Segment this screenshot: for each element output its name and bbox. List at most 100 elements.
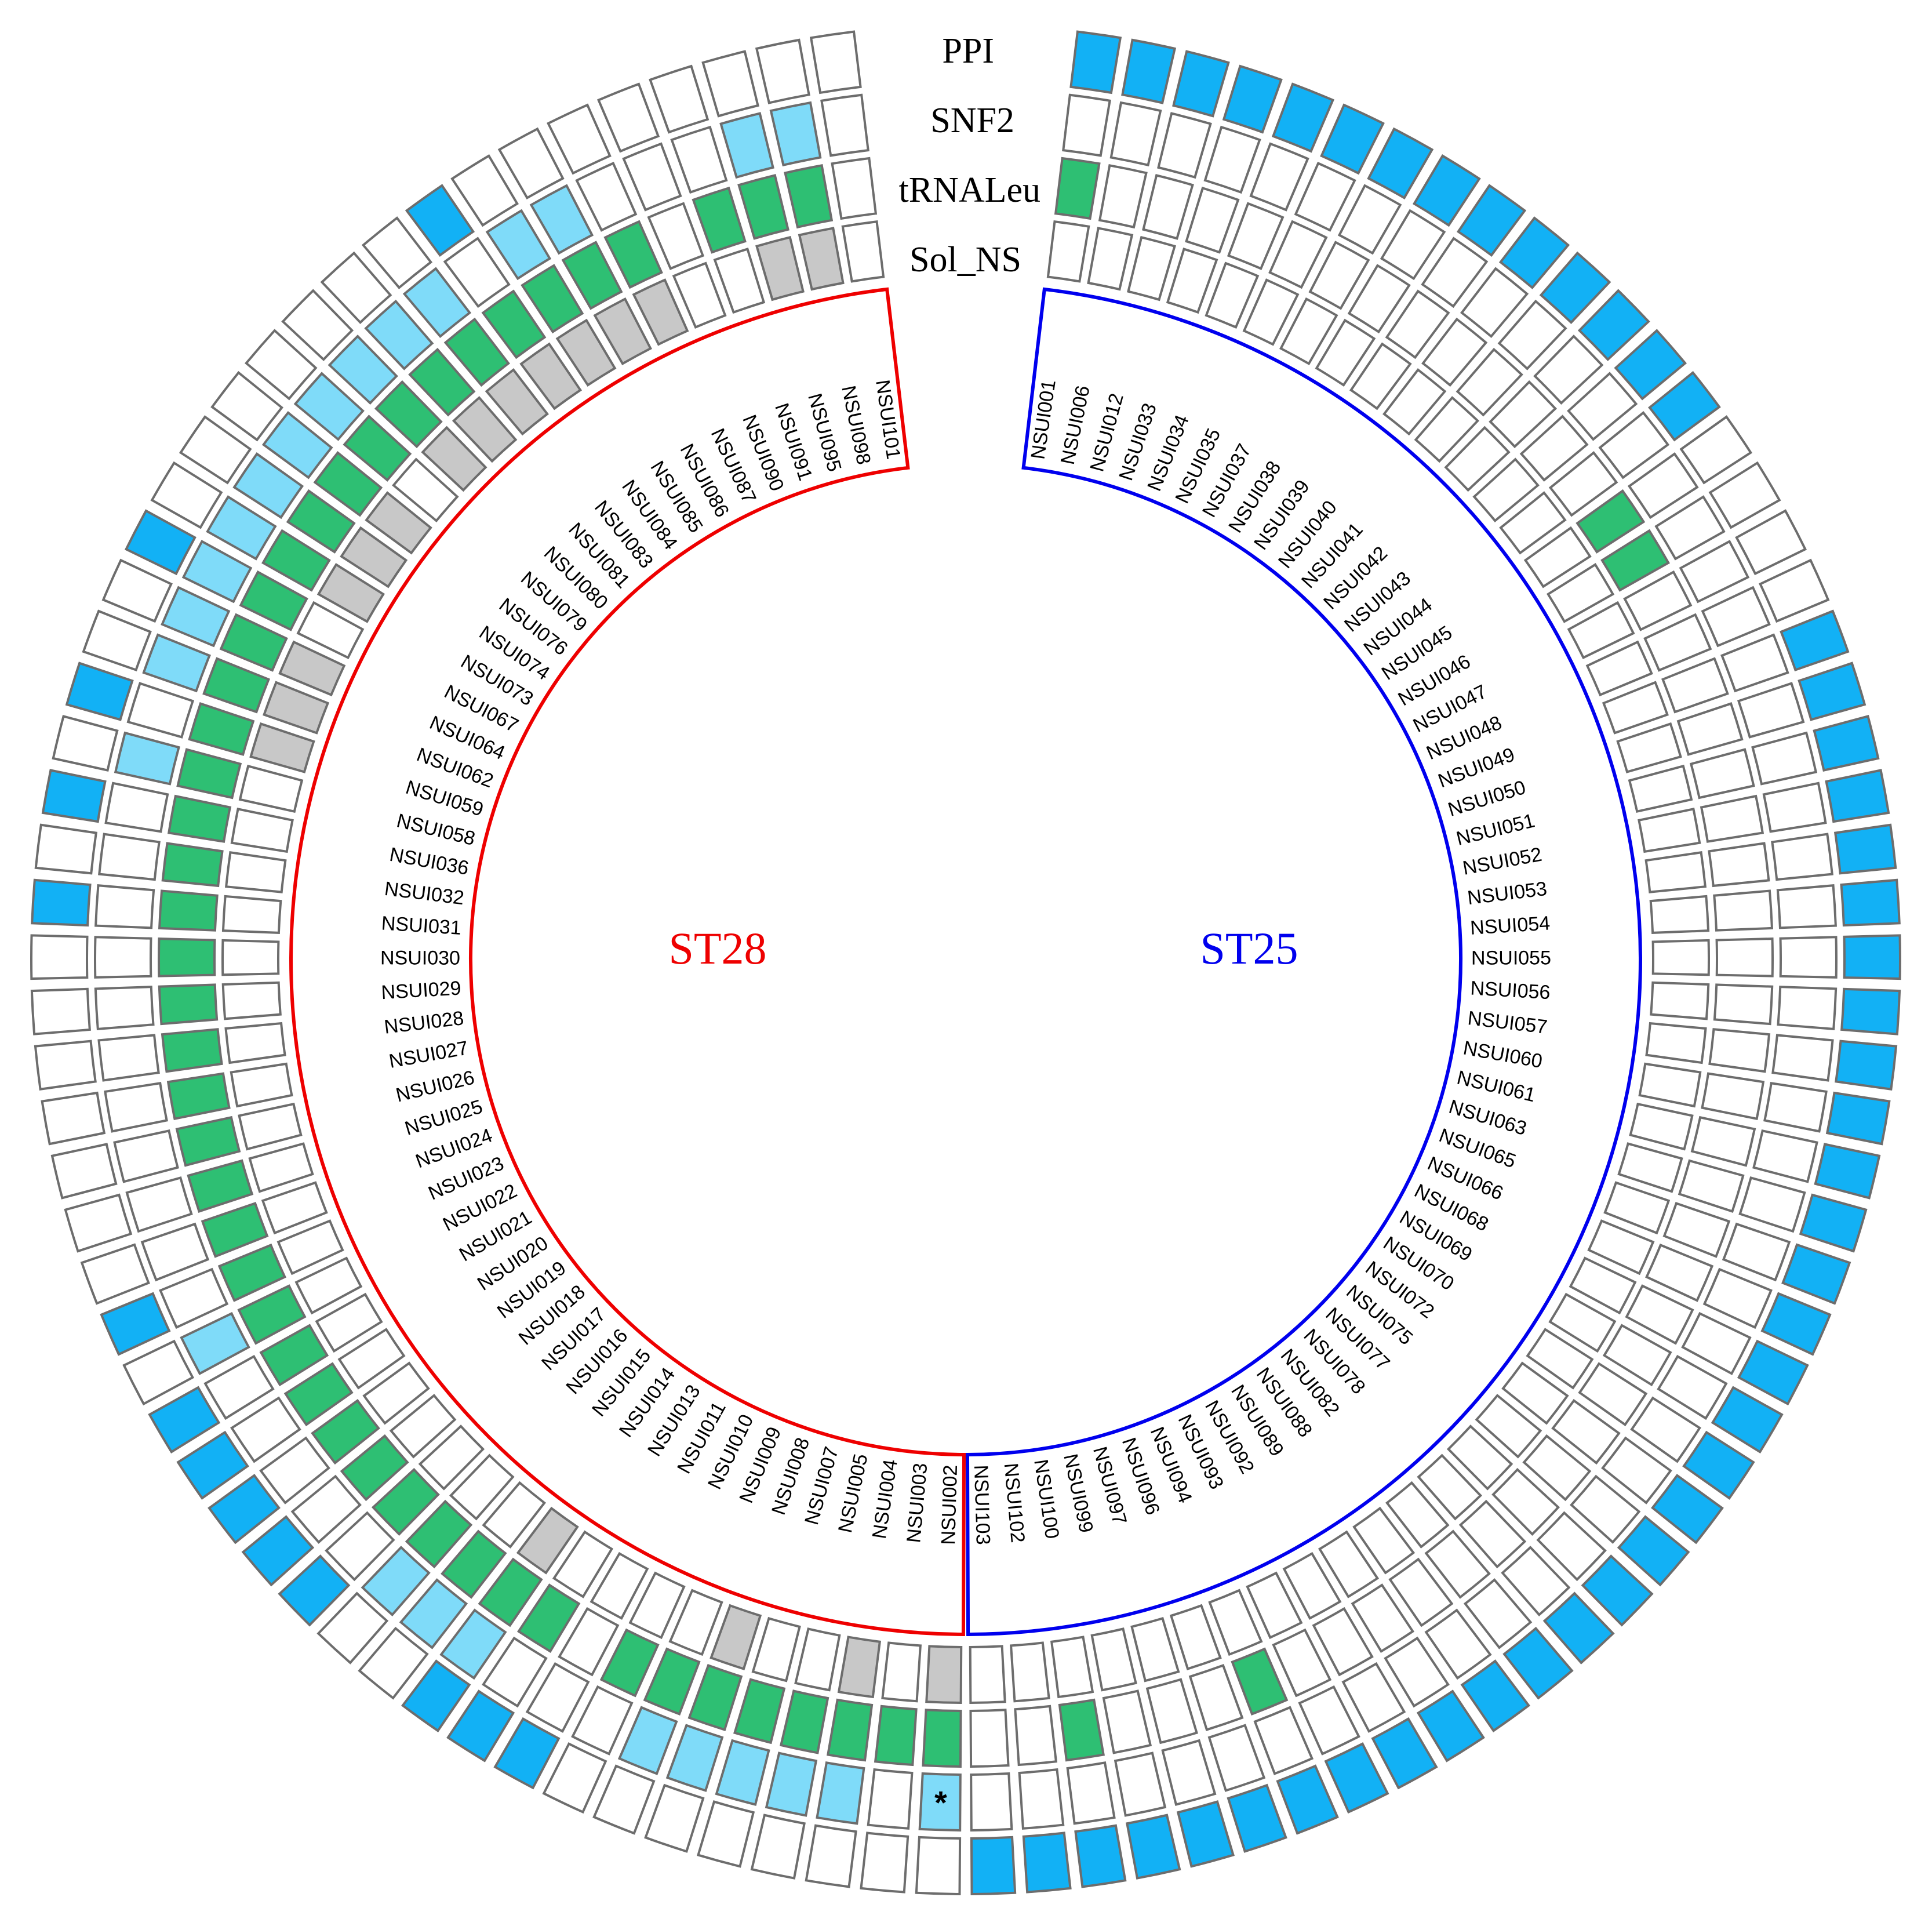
cell-trna-nsui036 (167, 794, 232, 843)
cell-trna-nsui068 (1625, 1284, 1694, 1345)
cell-snf2-nsui073 (206, 495, 277, 561)
cell-trna-nsui005 (779, 1689, 829, 1754)
cell-ppi-nsui086 (497, 127, 565, 200)
cell-snf2-nsui012 (1157, 112, 1212, 179)
isolate-label-nsui036: NSUI036 (388, 844, 471, 880)
cell-ppi-nsui064 (101, 558, 173, 623)
cell-sol-nsui072 (1501, 1361, 1569, 1425)
cell-trna-nsui090 (647, 202, 705, 270)
track-label-sol-ns: Sol_NS (909, 240, 1021, 279)
cell-trna-nsui074 (286, 489, 356, 554)
cell-trna-nsui070 (1578, 1362, 1648, 1427)
cell-trna-nsui019 (311, 1398, 380, 1465)
cell-snf2-nsui092 (1341, 1662, 1406, 1733)
cell-trna-nsui014 (478, 1557, 543, 1627)
cell-trna-nsui103 (969, 1709, 1010, 1768)
cell-trna-nsui026 (175, 1115, 241, 1167)
isolate-label-nsui055: NSUI055 (1471, 947, 1551, 969)
cell-trna-nsui050 (1676, 702, 1744, 756)
cell-ppi-nsui031 (31, 878, 92, 927)
cell-snf2-nsui017 (325, 1511, 395, 1582)
cell-snf2-nsui034 (1249, 142, 1309, 212)
cell-sol-nsui069 (1548, 1292, 1617, 1353)
cell-snf2-nsui087 (575, 161, 638, 232)
cell-snf2-nsui014 (439, 1608, 507, 1680)
cell-trna-nsui091 (692, 186, 747, 254)
cell-trna-nsui096 (1188, 1663, 1244, 1731)
cell-snf2-nsui102 (1018, 1768, 1065, 1830)
bracket-st28 (289, 287, 966, 1637)
cell-ppi-nsui092 (1371, 1717, 1438, 1790)
cell-trna-nsui024 (201, 1201, 269, 1258)
cell-snf2-nsui023 (159, 1267, 229, 1329)
cell-ppi-nsui087 (547, 103, 612, 175)
cell-sol-nsui090 (672, 261, 727, 329)
cell-snf2-nsui047 (1679, 540, 1750, 604)
cell-snf2-nsui077 (1536, 1511, 1607, 1582)
cell-trna-nsui020 (283, 1362, 354, 1427)
cell-ppi-nsui094 (1276, 1764, 1339, 1835)
cell-sol-nsui039 (1349, 342, 1412, 410)
cell-snf2-nsui079 (293, 372, 365, 441)
cell-ppi-nsui022 (122, 1339, 195, 1406)
cell-trna-nsui062 (202, 657, 271, 714)
cell-snf2-nsui064 (161, 586, 231, 648)
cell-ppi-nsui001 (1069, 30, 1122, 95)
cell-sol-nsui052 (1638, 807, 1701, 853)
cell-trna-nsui079 (343, 415, 412, 482)
cell-sol-nsui095 (755, 235, 805, 301)
cell-sol-nsui047 (1567, 601, 1635, 660)
cell-ppi-nsui080 (281, 289, 354, 361)
cell-trna-nsui075 (1522, 1434, 1592, 1502)
cell-sol-nsui048 (1585, 640, 1653, 697)
cell-sol-nsui004 (837, 1636, 882, 1699)
cell-trna-nsui043 (1519, 415, 1589, 482)
cell-ppi-nsui020 (176, 1430, 249, 1500)
cell-trna-nsui100 (1058, 1698, 1105, 1762)
cell-ppi-nsui057 (1835, 1040, 1898, 1091)
cell-snf2-nsui002 (918, 1772, 962, 1831)
isolate-label-nsui102: NSUI102 (1000, 1462, 1029, 1544)
cell-trna-nsui015 (441, 1529, 507, 1599)
cell-sol-nsui050 (1616, 722, 1682, 773)
cell-trna-nsui034 (1227, 202, 1285, 270)
cell-ppi-nsui101 (809, 30, 862, 95)
cell-snf2-nsui095 (719, 112, 774, 179)
cell-ppi-nsui021 (148, 1386, 221, 1454)
cell-trna-nsui056 (1713, 983, 1774, 1026)
cell-snf2-nsui057 (1771, 1034, 1834, 1082)
cell-trna-nsui084 (481, 289, 547, 359)
cell-ppi-nsui069 (1711, 1386, 1784, 1454)
cell-sol-nsui002 (925, 1645, 963, 1704)
cell-snf2-nsui051 (1751, 731, 1818, 786)
cell-sol-nsui020 (337, 1328, 406, 1390)
cell-trna-nsui003 (874, 1705, 918, 1767)
cell-trna-nsui052 (1700, 794, 1764, 843)
cell-snf2-nsui045 (1627, 452, 1699, 519)
isolate-label-nsui056: NSUI056 (1470, 977, 1551, 1004)
cell-sol-nsui088 (1352, 1506, 1416, 1575)
isolate-label-nsui003: NSUI003 (903, 1462, 932, 1544)
cell-snf2-nsui043 (1567, 372, 1638, 441)
cell-snf2-nsui096 (1207, 1724, 1266, 1792)
cell-ppi-nsui097 (1176, 1800, 1235, 1868)
cell-sol-nsui103 (969, 1645, 1006, 1704)
cell-ppi-nsui052 (1825, 769, 1890, 823)
cell-sol-nsui064 (278, 640, 346, 697)
cell-trna-nsui044 (1548, 451, 1618, 517)
cell-ppi-nsui085 (450, 154, 519, 227)
cell-ppi-nsui007 (697, 1800, 755, 1868)
cell-ppi-nsui073 (150, 461, 223, 529)
cell-sol-nsui038 (1315, 318, 1376, 387)
cell-ppi-nsui061 (1814, 1143, 1881, 1200)
cell-ppi-nsui004 (805, 1824, 857, 1888)
cell-sol-nsui080 (421, 426, 487, 492)
cell-snf2-nsui046 (1654, 495, 1726, 561)
cell-ppi-nsui051 (1813, 714, 1880, 772)
cell-ppi-nsui053 (1833, 823, 1897, 875)
cell-ppi-nsui026 (50, 1143, 118, 1200)
cell-trna-nsui069 (1602, 1324, 1672, 1387)
cell-sol-nsui036 (230, 807, 294, 853)
cell-trna-nsui101 (831, 157, 878, 220)
cell-trna-nsui004 (826, 1698, 874, 1762)
